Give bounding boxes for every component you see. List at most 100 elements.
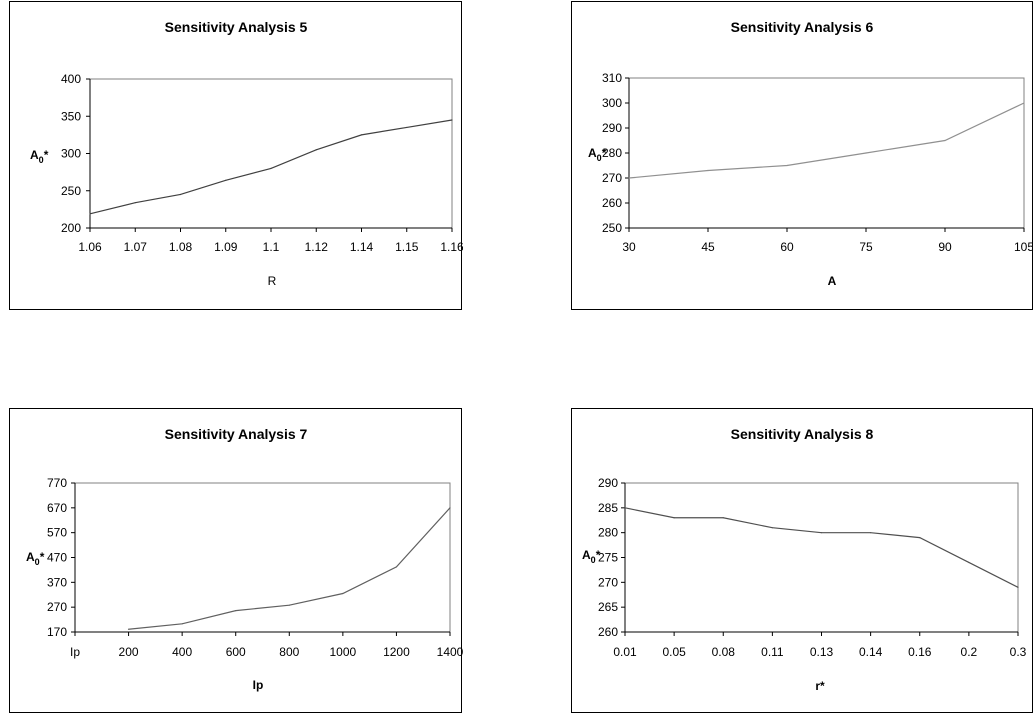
chart-svg-6: Sensitivity Analysis 6 250 260 270 280 290 300… xyxy=(588,19,1033,288)
chart-svg-7: Sensitivity Analysis 7 170 270 370 470 570 670… xyxy=(26,426,463,692)
y-tick-label: 250 xyxy=(61,184,81,198)
data-point xyxy=(722,517,724,519)
y-tick-label: 270 xyxy=(602,171,622,185)
x-tick-label: 200 xyxy=(119,645,139,659)
x-tick-label: 90 xyxy=(938,240,952,254)
x-tick-label: 1200 xyxy=(383,645,410,659)
chart-title: Sensitivity Analysis 6 xyxy=(731,19,874,35)
x-tick-label: 1.1 xyxy=(263,240,280,254)
data-point xyxy=(944,139,946,142)
x-tick-label: 0.01 xyxy=(613,645,637,659)
chart-sensitivity-7: Sensitivity Analysis 7 170 270 370 470 570 670… xyxy=(9,408,463,713)
series-line xyxy=(624,507,1019,588)
data-point xyxy=(89,213,91,215)
y-tick-label: 200 xyxy=(61,221,81,235)
data-point xyxy=(315,149,317,151)
y-tick-label: 470 xyxy=(47,551,67,565)
x-tick-label: 0.14 xyxy=(859,645,883,659)
y-tick-label: 270 xyxy=(598,575,618,589)
data-point xyxy=(624,507,626,509)
y-tick-label: 275 xyxy=(598,551,618,565)
data-point xyxy=(270,167,272,169)
x-tick-label: 600 xyxy=(226,645,246,659)
chart-title: Sensitivity Analysis 8 xyxy=(731,426,874,442)
x-axis-title: Ip xyxy=(253,678,264,692)
data-point xyxy=(288,604,290,606)
data-point xyxy=(395,566,398,568)
data-point xyxy=(786,164,788,167)
chart-sensitivity-8: Sensitivity Analysis 8 260 265 270 275 280 285… xyxy=(571,408,1033,713)
data-point xyxy=(451,119,453,121)
y-axis-title: A0* xyxy=(588,146,607,163)
x-tick-label: 0.11 xyxy=(761,645,784,659)
data-point xyxy=(360,134,363,136)
chart-title: Sensitivity Analysis 7 xyxy=(165,426,308,442)
y-tick-label: 290 xyxy=(598,476,618,490)
x-tick-label: 0.13 xyxy=(810,645,834,659)
plot-area xyxy=(89,78,453,229)
y-tick-label: 260 xyxy=(602,196,622,210)
y-tick-label: 350 xyxy=(61,109,81,123)
x-tick-label: 1400 xyxy=(437,645,463,659)
x-tick-label: 75 xyxy=(859,240,873,254)
y-tick-label: 300 xyxy=(61,147,81,161)
data-point xyxy=(449,507,451,509)
data-point xyxy=(673,517,675,519)
x-tick-label: 60 xyxy=(780,240,794,254)
y-axis-title: A0* xyxy=(26,550,45,567)
x-tick-label: 1.09 xyxy=(214,240,238,254)
x-tick-label: 800 xyxy=(279,645,299,659)
series-line xyxy=(628,102,1025,179)
data-point xyxy=(919,537,921,539)
chart-svg-8: Sensitivity Analysis 8 260 265 270 275 280 285… xyxy=(582,426,1027,693)
chart-sensitivity-5: Sensitivity Analysis 5 200 250 300 350 400 1.0… xyxy=(9,1,463,310)
x-tick-label: Ip xyxy=(70,645,80,659)
x-tick-label: 0.2 xyxy=(961,645,978,659)
data-point xyxy=(865,152,867,154)
y-tick-label: 300 xyxy=(602,96,622,110)
x-tick-label: 0.08 xyxy=(712,645,736,659)
x-tick-label: 30 xyxy=(622,240,636,254)
y-tick-label: 270 xyxy=(47,600,67,614)
y-tick-label: 670 xyxy=(47,501,67,515)
data-point xyxy=(225,179,227,181)
series-line xyxy=(128,507,451,630)
data-point xyxy=(235,610,237,612)
data-point xyxy=(181,623,183,625)
x-tick-label: 1.07 xyxy=(124,240,148,254)
data-point xyxy=(179,193,182,196)
x-tick-label: 45 xyxy=(701,240,715,254)
data-point xyxy=(870,532,872,534)
y-tick-label: 310 xyxy=(602,71,622,85)
y-tick-label: 400 xyxy=(61,72,81,86)
x-tick-label: 1.14 xyxy=(350,240,374,254)
y-tick-label: 290 xyxy=(602,121,622,135)
chart-title: Sensitivity Analysis 5 xyxy=(165,19,308,35)
y-tick-label: 250 xyxy=(602,221,622,235)
data-point xyxy=(127,628,130,630)
plot-area xyxy=(74,482,451,633)
data-point xyxy=(134,202,136,204)
x-tick-label: 400 xyxy=(172,645,192,659)
data-point xyxy=(628,177,630,179)
data-point xyxy=(1023,102,1025,104)
x-axis-title: R xyxy=(268,274,277,288)
y-tick-label: 570 xyxy=(47,526,67,540)
x-tick-label: 1.08 xyxy=(169,240,193,254)
chart-svg-5: Sensitivity Analysis 5 200 250 300 350 400 1.0… xyxy=(30,19,463,288)
x-axis-title: r* xyxy=(815,679,825,693)
x-tick-label: 1000 xyxy=(330,645,357,659)
data-point xyxy=(1017,586,1019,588)
data-point xyxy=(771,527,773,529)
y-axis-title: A0* xyxy=(582,548,601,565)
data-point xyxy=(968,561,970,564)
y-tick-label: 260 xyxy=(598,625,618,639)
y-tick-label: 265 xyxy=(598,600,618,614)
data-point xyxy=(406,126,408,129)
series-line xyxy=(89,119,453,215)
x-axis-title: A xyxy=(828,274,837,288)
x-tick-label: 1.16 xyxy=(440,240,463,254)
x-tick-label: 0.3 xyxy=(1010,645,1027,659)
y-axis-title: A0* xyxy=(30,148,49,165)
y-tick-label: 170 xyxy=(47,625,67,639)
